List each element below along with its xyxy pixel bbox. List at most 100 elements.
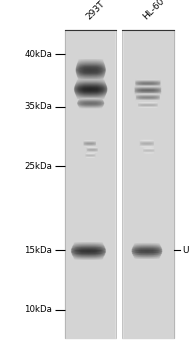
Text: 293T: 293T (84, 0, 107, 21)
Ellipse shape (77, 77, 104, 78)
Ellipse shape (132, 253, 162, 254)
Ellipse shape (74, 85, 107, 86)
Ellipse shape (75, 70, 106, 71)
Ellipse shape (77, 78, 104, 79)
Ellipse shape (73, 244, 104, 245)
Ellipse shape (71, 252, 106, 253)
Ellipse shape (76, 80, 105, 82)
Ellipse shape (77, 97, 105, 98)
Ellipse shape (131, 250, 163, 251)
Ellipse shape (134, 87, 161, 88)
Ellipse shape (134, 89, 161, 90)
Ellipse shape (80, 108, 102, 109)
Ellipse shape (74, 242, 103, 243)
Ellipse shape (133, 246, 161, 247)
Ellipse shape (74, 243, 103, 244)
Text: 40kDa: 40kDa (24, 50, 52, 59)
Ellipse shape (79, 107, 102, 108)
Ellipse shape (134, 258, 160, 259)
Ellipse shape (71, 253, 106, 254)
Ellipse shape (134, 91, 161, 92)
Ellipse shape (74, 89, 108, 90)
Ellipse shape (134, 87, 161, 88)
Ellipse shape (79, 107, 102, 108)
Ellipse shape (71, 248, 106, 249)
Ellipse shape (77, 98, 105, 99)
Ellipse shape (135, 82, 161, 83)
Ellipse shape (77, 76, 105, 77)
Ellipse shape (134, 86, 161, 87)
Ellipse shape (71, 252, 106, 253)
Ellipse shape (79, 98, 102, 99)
Ellipse shape (74, 89, 108, 90)
Ellipse shape (78, 106, 103, 107)
Ellipse shape (76, 74, 105, 75)
Ellipse shape (77, 79, 105, 80)
Ellipse shape (71, 248, 106, 250)
Ellipse shape (135, 83, 161, 84)
Ellipse shape (135, 87, 161, 88)
Ellipse shape (136, 93, 160, 94)
Ellipse shape (75, 94, 106, 95)
Ellipse shape (78, 79, 104, 80)
Ellipse shape (77, 80, 105, 81)
Ellipse shape (77, 102, 104, 103)
Ellipse shape (134, 91, 161, 92)
Ellipse shape (134, 88, 161, 89)
Ellipse shape (140, 142, 154, 143)
Ellipse shape (140, 144, 154, 145)
Ellipse shape (73, 245, 104, 246)
Ellipse shape (72, 254, 105, 255)
Ellipse shape (77, 63, 105, 64)
Ellipse shape (132, 252, 162, 253)
Ellipse shape (140, 141, 154, 142)
Text: 15kDa: 15kDa (24, 246, 52, 255)
Ellipse shape (136, 95, 160, 96)
Ellipse shape (132, 249, 162, 250)
Ellipse shape (77, 75, 105, 76)
Ellipse shape (136, 96, 160, 97)
Bar (116, 30, 122, 338)
Ellipse shape (131, 251, 163, 252)
Ellipse shape (133, 255, 161, 256)
Ellipse shape (76, 95, 106, 96)
Ellipse shape (134, 258, 160, 259)
Ellipse shape (73, 257, 104, 258)
Ellipse shape (76, 64, 105, 65)
Ellipse shape (132, 252, 162, 253)
Ellipse shape (76, 82, 105, 83)
Ellipse shape (132, 249, 162, 250)
Ellipse shape (75, 69, 106, 70)
Ellipse shape (136, 98, 160, 99)
Ellipse shape (75, 94, 106, 95)
Ellipse shape (78, 61, 104, 62)
Ellipse shape (77, 103, 104, 104)
Ellipse shape (72, 246, 105, 247)
Ellipse shape (78, 60, 103, 61)
Ellipse shape (136, 94, 160, 95)
Ellipse shape (76, 67, 106, 68)
Ellipse shape (75, 68, 106, 69)
Ellipse shape (76, 96, 105, 97)
Ellipse shape (71, 249, 106, 250)
Ellipse shape (78, 106, 103, 107)
Ellipse shape (78, 80, 103, 81)
Ellipse shape (131, 250, 163, 251)
Ellipse shape (133, 256, 160, 257)
Ellipse shape (132, 247, 162, 248)
Ellipse shape (136, 99, 160, 100)
Ellipse shape (78, 60, 104, 61)
Ellipse shape (75, 83, 106, 84)
Ellipse shape (76, 82, 106, 83)
Ellipse shape (75, 93, 107, 94)
Ellipse shape (77, 64, 105, 65)
Ellipse shape (75, 70, 106, 71)
Ellipse shape (74, 92, 107, 93)
Ellipse shape (76, 72, 106, 74)
Ellipse shape (74, 88, 108, 89)
Ellipse shape (136, 100, 160, 101)
Ellipse shape (136, 98, 160, 99)
Ellipse shape (77, 101, 104, 102)
Text: 35kDa: 35kDa (24, 102, 52, 111)
Ellipse shape (76, 81, 105, 82)
